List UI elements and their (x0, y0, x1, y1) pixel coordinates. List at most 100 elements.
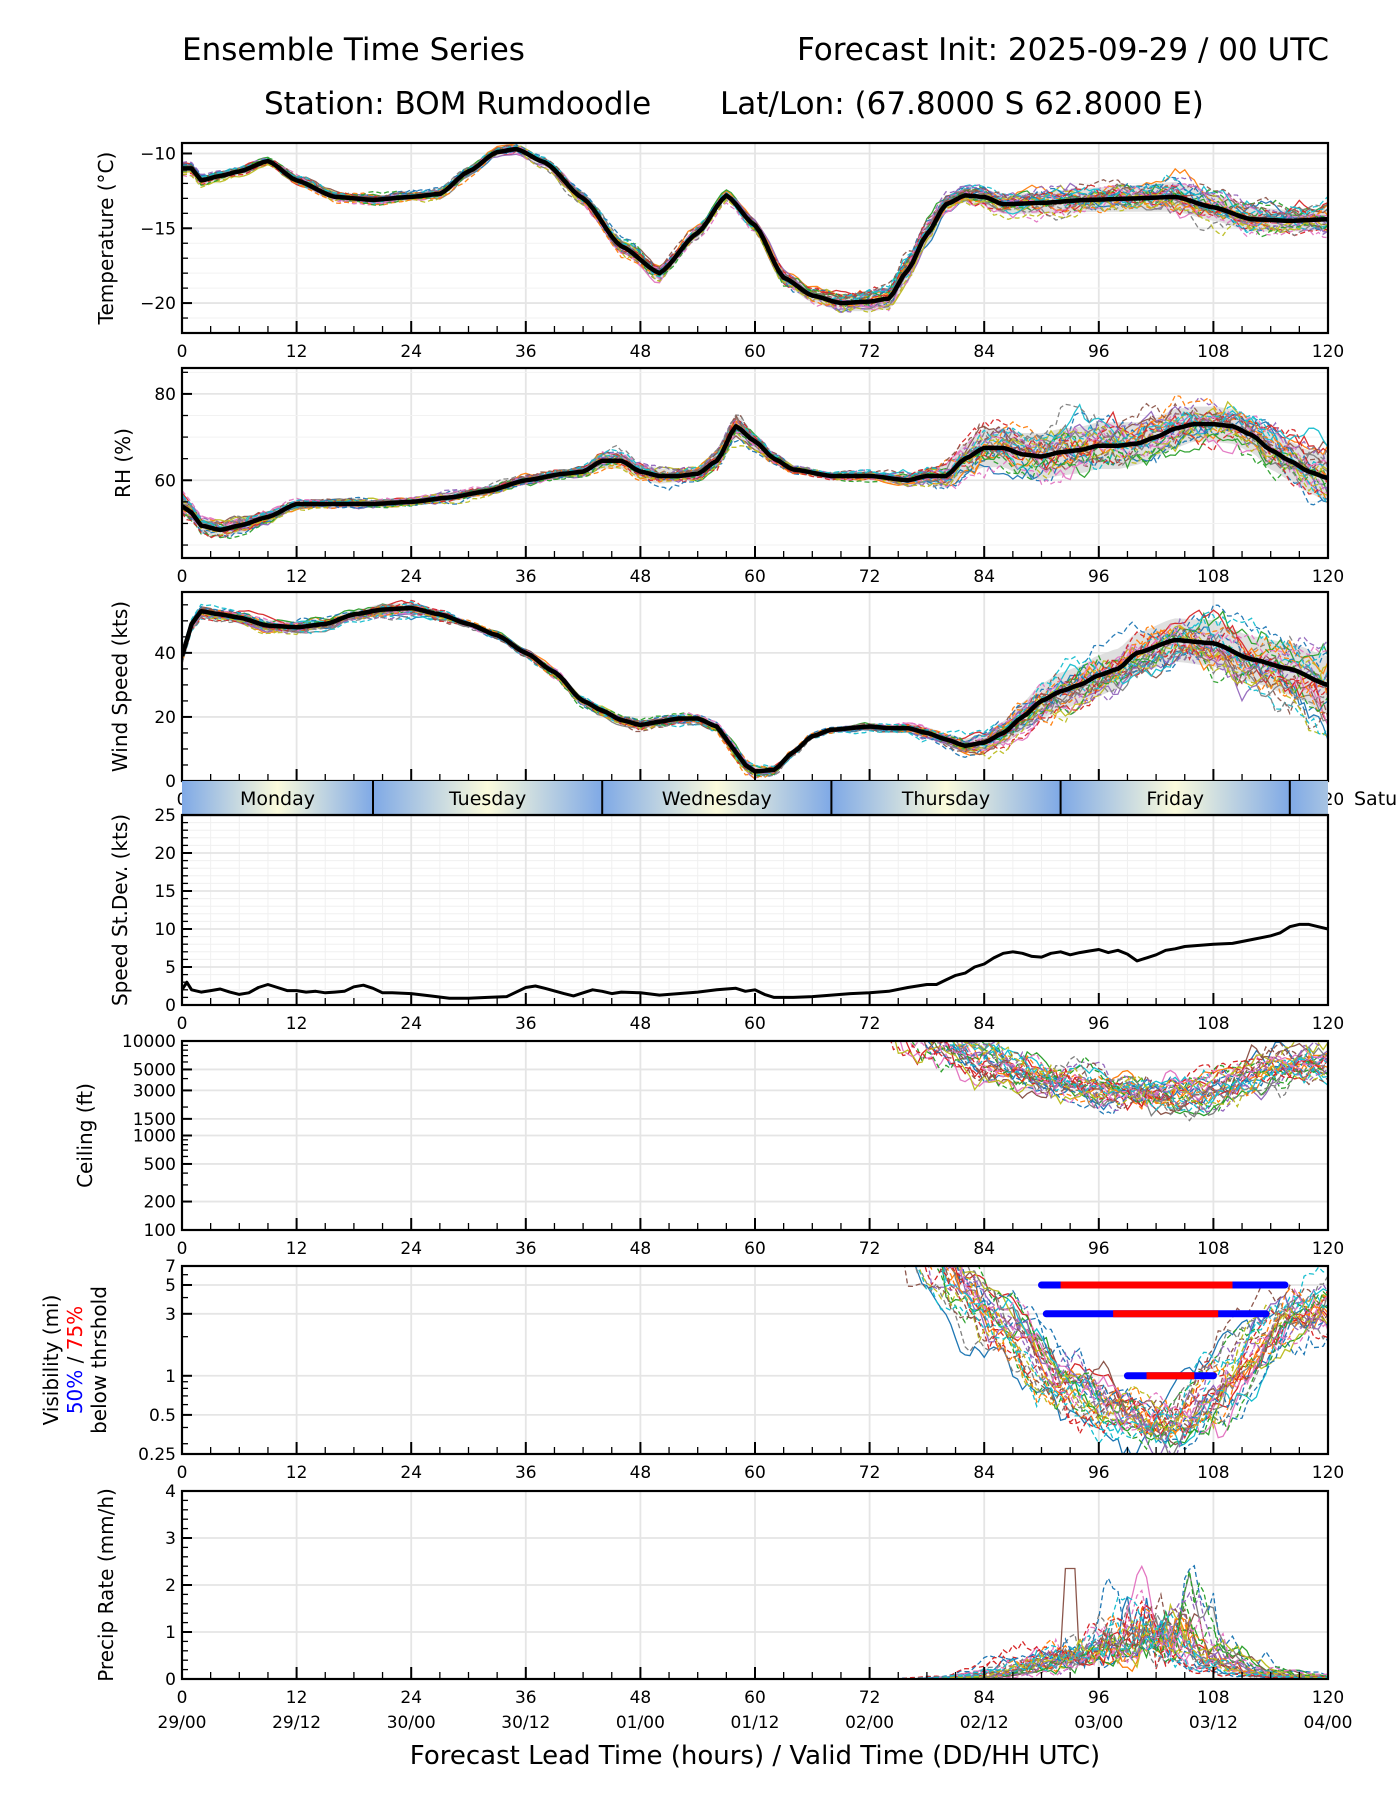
x-tick-label: 120 (1312, 1239, 1344, 1259)
x-tick-label-valid-time: 04/00 (1304, 1713, 1353, 1733)
y-axis-label-percentiles: 50% / 75% (63, 1306, 87, 1414)
ensemble-member-line (952, 1041, 1328, 1105)
ensemble-member-line (182, 1599, 1328, 1679)
x-tick-label-valid-time: 29/12 (272, 1713, 321, 1733)
y-axis-label-threshold: below thrshold (87, 1286, 111, 1434)
x-tick-label: 120 (1312, 1688, 1344, 1708)
x-tick-label: 72 (859, 1239, 881, 1259)
x-tick-label: 84 (973, 1014, 995, 1034)
y-tick-label: 3 (165, 1305, 176, 1325)
x-tick-label: 84 (973, 1688, 995, 1708)
x-tick-label: 72 (859, 1688, 881, 1708)
day-segment-friday (1060, 781, 1290, 815)
x-tick-label: 96 (1088, 342, 1110, 362)
x-tick-label-valid-time: 29/00 (158, 1713, 207, 1733)
ensemble-member-line (905, 1041, 1328, 1112)
ensemble-member-line (930, 1041, 1328, 1113)
ensemble-member-line (890, 1041, 1328, 1108)
y-tick-label: 10000 (122, 1032, 176, 1052)
x-tick-label: 108 (1197, 1239, 1229, 1259)
day-label-friday: Friday (1146, 788, 1204, 810)
ensemble-member-line (182, 1602, 1328, 1679)
y-tick-label: 1000 (133, 1127, 176, 1147)
ensemble-member-line (950, 1266, 1328, 1431)
x-tick-label: 12 (286, 1688, 308, 1708)
x-tick-label: 108 (1197, 342, 1229, 362)
y-tick-label: 100 (144, 1221, 176, 1241)
ensemble-member-line (182, 413, 1328, 525)
ensemble-member-line (182, 1564, 1328, 1679)
percentile-label-part: 50% (63, 1370, 87, 1414)
x-tick-label: 60 (744, 1463, 766, 1483)
x-tick-label: 36 (515, 567, 537, 587)
y-tick-label: 4 (165, 1482, 176, 1502)
ensemble-member-line (940, 1266, 1328, 1445)
x-tick-label: 24 (400, 567, 422, 587)
x-tick-label: 48 (630, 342, 652, 362)
y-tick-label: 80 (154, 385, 176, 405)
x-tick-label: 24 (400, 1463, 422, 1483)
y-tick-label: 1500 (133, 1110, 176, 1130)
day-label-saturday-overflow: Satu (1354, 788, 1397, 810)
y-tick-label: 5000 (133, 1060, 176, 1080)
ensemble-member-line (182, 1596, 1328, 1679)
ensemble-member-line (182, 412, 1328, 530)
panel-wind_speed: 0122436486072849610812002040Wind Speed (… (108, 590, 1344, 810)
day-segment-tuesday (373, 781, 603, 815)
ensemble-member-line (182, 1591, 1328, 1679)
y-tick-label: 40 (154, 644, 176, 664)
panel-visibility: 0 12 24 36 48 60 72 84 96 108 120 0.25 0.5 1 3 57 Visibi… (39, 1257, 1344, 1483)
y-tick-label: 15 (154, 882, 176, 902)
y-tick-label: 20 (154, 844, 176, 864)
x-tick-label: 96 (1088, 1688, 1110, 1708)
ensemble-member-line (943, 1041, 1328, 1110)
y-tick-label: −20 (140, 294, 176, 314)
y-tick-label: 500 (144, 1155, 176, 1175)
x-tick-label: 120 (1312, 1463, 1344, 1483)
y-tick-label: 10 (154, 920, 176, 940)
ensemble-member-line (182, 1613, 1328, 1679)
percentile-label-part: / (63, 1350, 87, 1369)
ensemble-member-line (182, 1564, 1328, 1679)
day-label-wednesday: Wednesday (662, 788, 772, 810)
y-tick-label: 200 (144, 1193, 176, 1213)
x-tick-label: 24 (400, 342, 422, 362)
y-tick-label: 0.25 (138, 1445, 176, 1465)
ensemble-member-line (934, 1266, 1328, 1451)
station-latlon: Lat/Lon: (67.8000 S 62.8000 E) (720, 86, 1204, 122)
x-tick-label: 48 (630, 567, 652, 587)
y-tick-label: −10 (140, 144, 176, 164)
y-tick-label: 3000 (133, 1081, 176, 1101)
panel-speed_stdev: 0 12 24 36 48 60 72 84 96 108 120 0 5 10 15 20 25 Speed S… (108, 806, 1344, 1034)
ensemble-member-line (182, 405, 1328, 532)
y-tick-label: −15 (140, 219, 176, 239)
x-tick-label: 120 (1312, 567, 1344, 587)
plot-area-ceiling (890, 1041, 1328, 1122)
ensemble-member-line (927, 1266, 1328, 1440)
plot-area-precip_rate (182, 1564, 1328, 1679)
x-tick-label: 96 (1088, 567, 1110, 587)
ensemble-member-line (925, 1041, 1328, 1111)
y-axis-label: Precip Rate (mm/h) (94, 1488, 118, 1682)
y-tick-label: 0.5 (149, 1406, 176, 1426)
x-tick-label: 96 (1088, 1239, 1110, 1259)
y-tick-label: 25 (154, 806, 176, 826)
ensemble-member-line (933, 1041, 1328, 1113)
x-tick-label: 12 (286, 1463, 308, 1483)
y-axis-label: Temperature (°C) (94, 152, 118, 326)
panel-temperature: 0 12 24 36 48 60 72 84 96 108 120 −20 −15 −10 Temperat… (94, 141, 1344, 362)
ensemble-member-line (182, 1611, 1328, 1679)
x-tick-label: 48 (630, 1463, 652, 1483)
x-tick-label-valid-time: 01/12 (731, 1713, 780, 1733)
y-tick-label: 2 (165, 1576, 176, 1596)
ensemble-member-line (182, 604, 1328, 769)
ensemble-member-line (182, 607, 1328, 780)
day-label-monday: Monday (240, 788, 315, 810)
y-tick-label: 3 (165, 1529, 176, 1549)
x-tick-label: 60 (744, 567, 766, 587)
y-tick-label: 1 (165, 1623, 176, 1643)
ensemble-member-line (182, 1619, 1328, 1679)
ensemble-member-line (182, 150, 1328, 312)
